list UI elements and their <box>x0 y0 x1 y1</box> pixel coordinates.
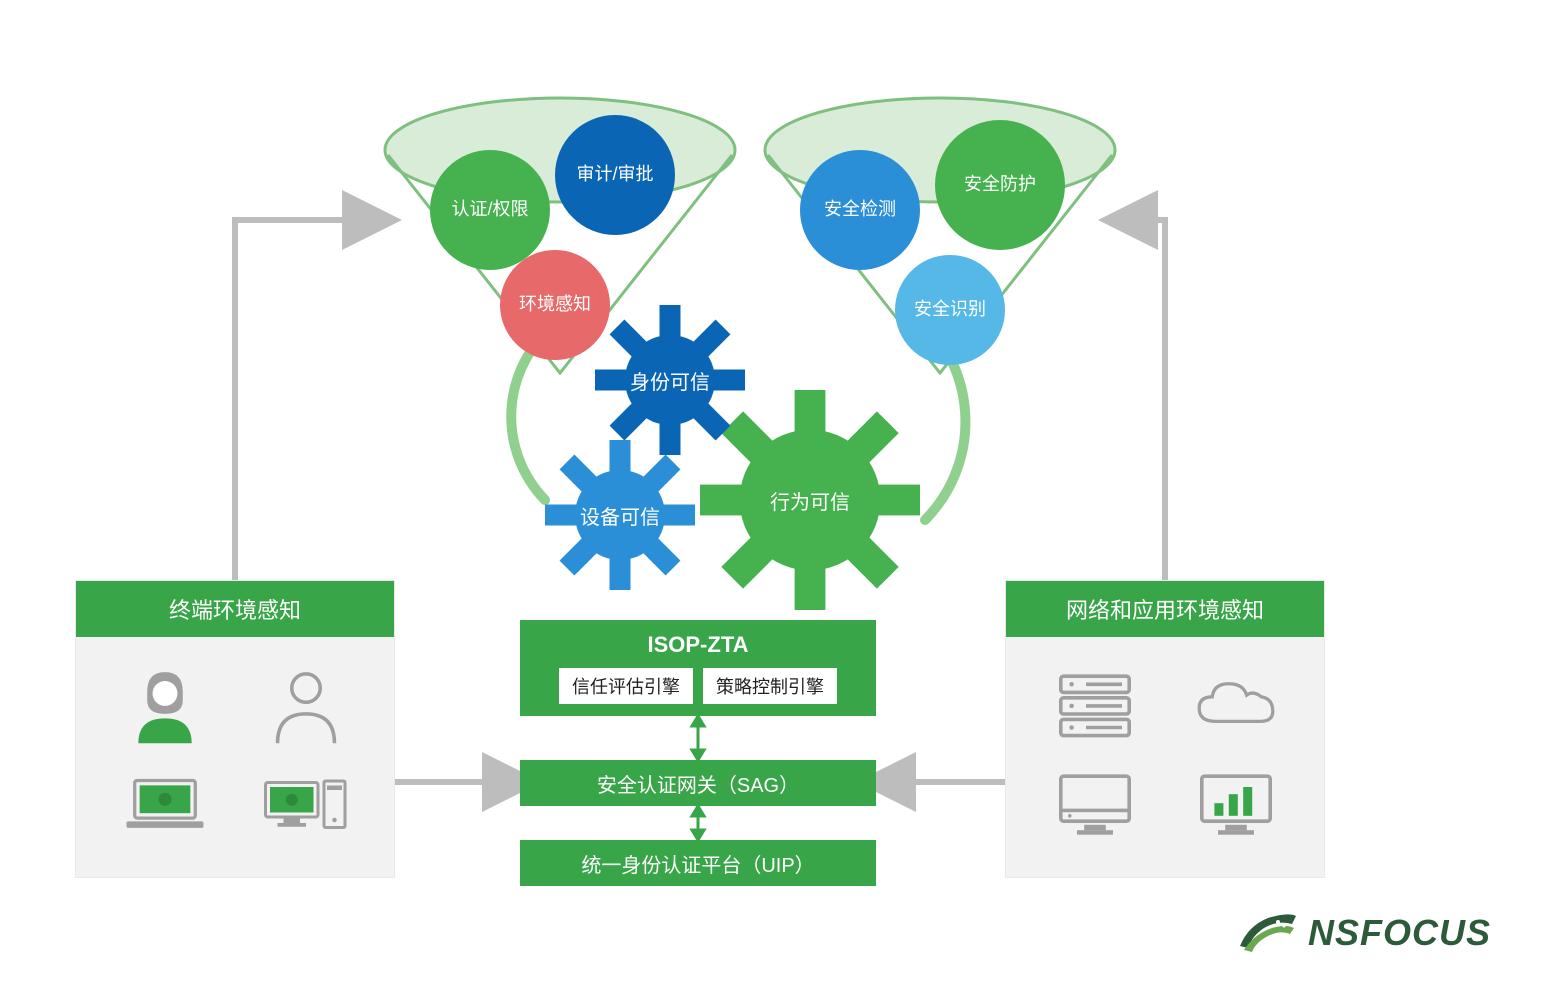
funnel-right: 安全检测 安全防护 安全识别 <box>760 95 1120 375</box>
user-female-icon <box>104 665 225 745</box>
monitor-icon <box>1034 765 1155 845</box>
bubble-env-label: 环境感知 <box>519 294 591 316</box>
logo-text: NSFOCUS <box>1308 912 1491 954</box>
uip-box: 统一身份认证平台（UIP） <box>520 840 876 886</box>
laptop-icon <box>104 765 225 845</box>
bubble-detect-label: 安全检测 <box>824 199 896 221</box>
gear-device: 设备可信 <box>545 440 695 590</box>
engine-policy: 策略控制引擎 <box>703 668 837 704</box>
engine-trust: 信任评估引擎 <box>559 668 693 704</box>
isop-zta-box: ISOP-ZTA 信任评估引擎 策略控制引擎 <box>520 620 876 716</box>
bubble-identify: 安全识别 <box>895 255 1005 365</box>
bubble-identify-label: 安全识别 <box>914 299 986 321</box>
gear-identity-label: 身份可信 <box>630 366 710 395</box>
right-panel-title: 网络和应用环境感知 <box>1006 581 1324 637</box>
bubble-detect: 安全检测 <box>800 150 920 270</box>
logo-mark-icon <box>1238 906 1298 959</box>
nsfocus-logo: NSFOCUS <box>1238 906 1491 959</box>
bubble-audit-label: 审计/审批 <box>576 164 653 186</box>
bubble-auth: 认证/权限 <box>430 150 550 270</box>
right-panel-icons <box>1006 637 1324 877</box>
engine-row: 信任评估引擎 策略控制引擎 <box>559 668 837 704</box>
diagram-stage: 认证/权限 审计/审批 环境感知 安全检测 安全防护 安全识别 <box>0 0 1551 989</box>
cloud-icon <box>1175 665 1296 745</box>
sag-label: 安全认证网关（SAG） <box>597 769 799 798</box>
bubble-audit: 审计/审批 <box>555 115 675 235</box>
left-panel: 终端环境感知 <box>75 580 395 878</box>
gear-identity: 身份可信 <box>595 305 745 455</box>
gear-behavior-label: 行为可信 <box>770 486 850 515</box>
right-panel: 网络和应用环境感知 <box>1005 580 1325 878</box>
bubble-protect-label: 安全防护 <box>964 174 1036 196</box>
server-icon <box>1034 665 1155 745</box>
left-panel-title: 终端环境感知 <box>76 581 394 637</box>
gear-device-label: 设备可信 <box>580 501 660 530</box>
sag-box: 安全认证网关（SAG） <box>520 760 876 806</box>
user-male-icon <box>245 665 366 745</box>
bubble-env: 环境感知 <box>500 250 610 360</box>
chart-monitor-icon <box>1175 765 1296 845</box>
uip-label: 统一身份认证平台（UIP） <box>581 849 814 878</box>
bubble-auth-label: 认证/权限 <box>451 199 528 221</box>
bubble-protect: 安全防护 <box>935 120 1065 250</box>
left-panel-icons <box>76 637 394 877</box>
isop-title: ISOP-ZTA <box>647 632 748 658</box>
desktop-icon <box>245 765 366 845</box>
